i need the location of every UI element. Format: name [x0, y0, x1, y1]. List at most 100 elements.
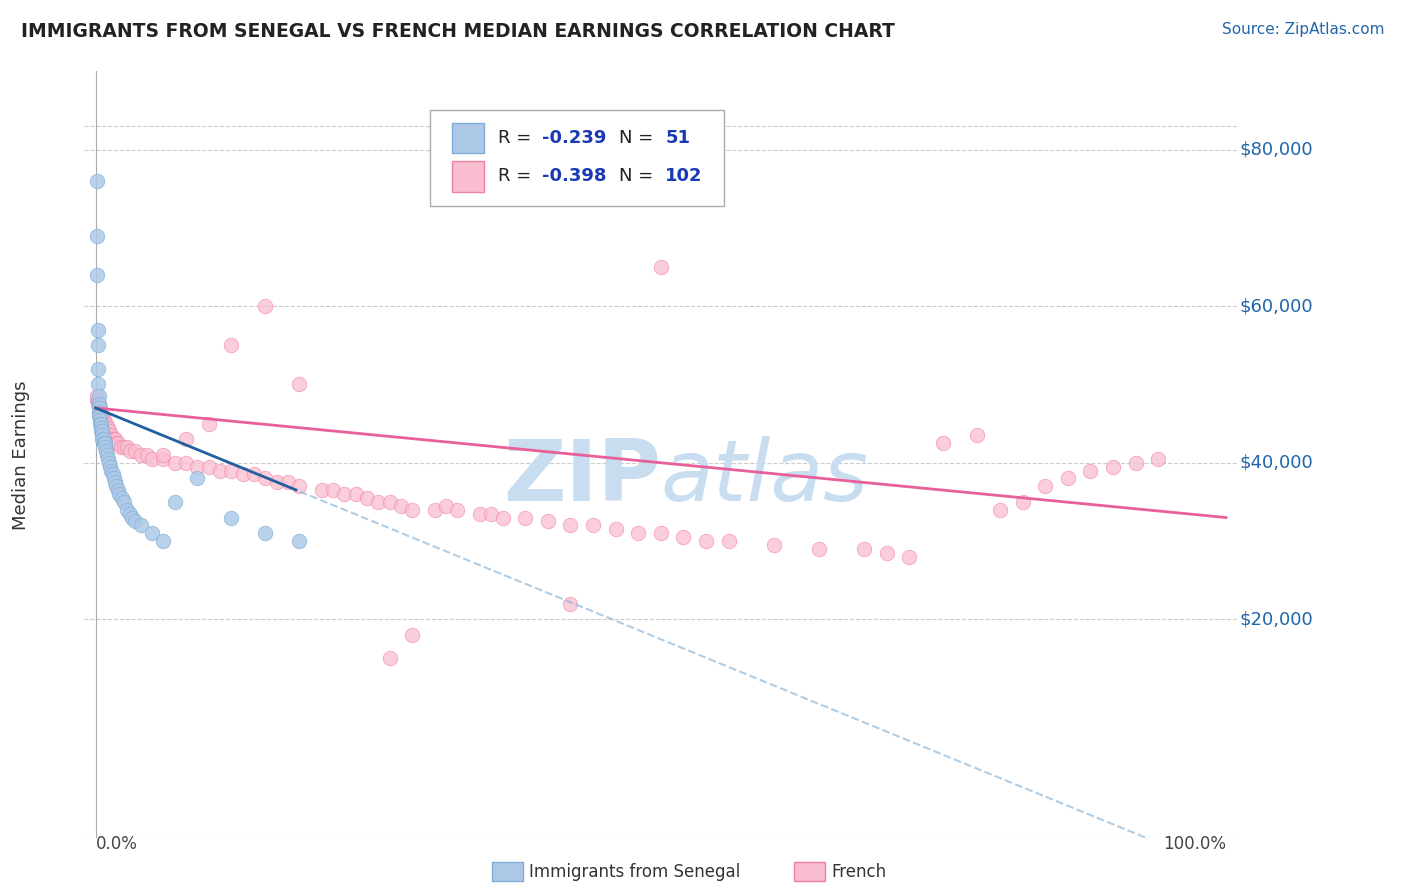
Point [98, 456, 121, 470]
Point [141, 526, 163, 541]
Point [117, 502, 139, 516]
Point [378, 651, 401, 665]
Point [288, 377, 311, 392]
Point [367, 495, 389, 509]
Point [93, 413, 115, 427]
Point [87, 401, 110, 415]
Point [97, 420, 120, 434]
Point [91, 432, 114, 446]
Point [87, 401, 110, 415]
Point [1125, 456, 1147, 470]
Point [124, 444, 146, 458]
Point [163, 495, 186, 509]
Point [876, 546, 898, 560]
Point [1033, 479, 1056, 493]
Text: $60,000: $60,000 [1240, 297, 1313, 315]
Point [101, 432, 124, 446]
Point [129, 518, 152, 533]
Point [423, 502, 446, 516]
Point [717, 534, 740, 549]
Point [93, 420, 115, 434]
Point [1011, 495, 1033, 509]
Point [86, 174, 108, 188]
Text: Immigrants from Senegal: Immigrants from Senegal [529, 863, 740, 881]
Point [468, 507, 491, 521]
Point [650, 526, 672, 541]
Point [288, 479, 311, 493]
Point [89, 409, 111, 423]
Point [91, 428, 114, 442]
Point [98, 425, 121, 439]
Point [221, 338, 243, 352]
Text: 100.0%: 100.0% [1163, 835, 1226, 853]
Point [86, 393, 108, 408]
Point [96, 448, 118, 462]
Point [96, 420, 118, 434]
Point [117, 440, 139, 454]
Point [98, 428, 121, 442]
Point [93, 440, 115, 454]
Point [446, 502, 468, 516]
Point [988, 502, 1011, 516]
Point [627, 526, 650, 541]
Point [101, 467, 124, 482]
Point [90, 417, 112, 431]
Point [87, 397, 110, 411]
Point [135, 448, 157, 462]
Point [582, 518, 605, 533]
Point [87, 393, 110, 408]
Point [108, 487, 131, 501]
Point [86, 389, 108, 403]
Text: 0.0%: 0.0% [96, 835, 138, 853]
Text: 102: 102 [665, 168, 703, 186]
Point [898, 549, 921, 564]
Point [107, 436, 129, 450]
Text: Median Earnings: Median Earnings [11, 380, 30, 530]
Point [537, 515, 560, 529]
Point [243, 467, 266, 482]
Point [105, 436, 128, 450]
Point [104, 432, 127, 446]
Point [89, 417, 111, 431]
Point [87, 405, 110, 419]
Point [87, 338, 110, 352]
Point [97, 451, 120, 466]
Point [94, 417, 117, 431]
Point [1147, 451, 1170, 466]
Point [186, 459, 208, 474]
Point [515, 510, 537, 524]
Point [86, 228, 108, 243]
Point [100, 428, 122, 442]
Point [221, 510, 243, 524]
Point [208, 464, 231, 478]
Point [103, 432, 125, 446]
Point [90, 405, 112, 419]
Point [254, 526, 277, 541]
Point [186, 471, 208, 485]
Text: French: French [831, 863, 886, 881]
Point [1056, 471, 1078, 485]
Point [87, 361, 110, 376]
Point [174, 456, 197, 470]
Point [141, 451, 163, 466]
Point [118, 444, 141, 458]
Point [401, 628, 423, 642]
Point [434, 499, 457, 513]
Text: IMMIGRANTS FROM SENEGAL VS FRENCH MEDIAN EARNINGS CORRELATION CHART: IMMIGRANTS FROM SENEGAL VS FRENCH MEDIAN… [21, 22, 896, 41]
Point [105, 479, 128, 493]
Point [87, 409, 110, 423]
Text: -0.239: -0.239 [543, 129, 606, 147]
Bar [453, 123, 485, 153]
Point [152, 448, 174, 462]
Point [93, 432, 115, 446]
Point [356, 491, 378, 505]
Point [932, 436, 955, 450]
Point [93, 417, 115, 431]
Point [89, 401, 111, 415]
Point [87, 389, 110, 403]
Point [254, 299, 277, 313]
Text: N =: N = [619, 129, 654, 147]
Point [163, 456, 186, 470]
Point [121, 510, 143, 524]
Point [118, 507, 141, 521]
